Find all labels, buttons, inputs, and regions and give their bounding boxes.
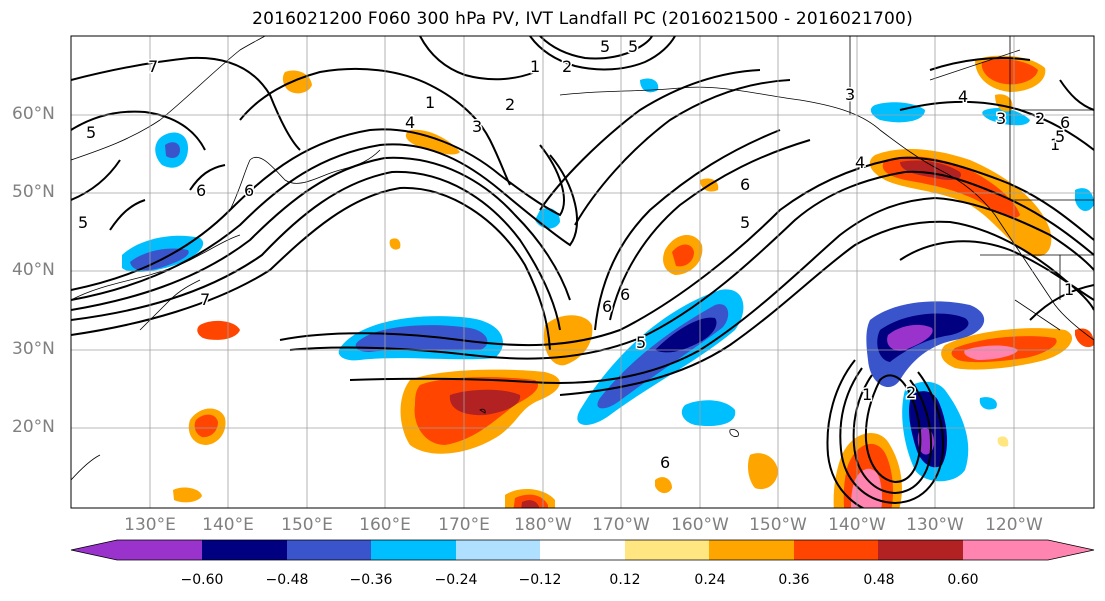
pv-contour-label: 5 — [600, 37, 610, 56]
colorbar-cell — [625, 540, 709, 560]
pv-contour-label: 4 — [855, 153, 865, 172]
pv-contour-label: 7 — [148, 57, 158, 76]
lat-label-60n: 60°N — [12, 104, 55, 124]
colorbar-cell — [963, 540, 1048, 560]
pv-contour-label: 5 — [636, 333, 646, 352]
pv-contour-label: 6 — [660, 453, 670, 472]
pv-contour-label: 6 — [620, 285, 630, 304]
pv-contours — [71, 36, 1094, 508]
lon-label-170e: 170°E — [438, 515, 490, 535]
pv-contour-label: 3 — [996, 109, 1006, 128]
pv-contour-label: 2 — [505, 95, 515, 114]
lon-label-170w: 170°W — [592, 515, 650, 535]
pv-contour-label: 6 — [244, 181, 254, 200]
pv-contour-label: 3 — [472, 117, 482, 136]
colorbar-label: −0.36 — [349, 572, 393, 588]
lon-label-150e: 150°E — [281, 515, 333, 535]
pv-contour-label: 5 — [1055, 127, 1065, 146]
pv-contour-label: 4 — [405, 113, 415, 132]
lon-label-160e: 160°E — [359, 515, 411, 535]
colorbar-cell — [456, 540, 540, 560]
colorbar-outline — [70, 539, 1095, 561]
colorbar-cell — [202, 540, 287, 560]
pv-contour-label: 5 — [740, 213, 750, 232]
colorbar-cell — [794, 540, 878, 560]
lon-label-140w: 140°W — [828, 515, 886, 535]
lon-label-150w: 150°W — [749, 515, 807, 535]
colorbar-extend-high — [1048, 540, 1094, 560]
colorbar-cell — [878, 540, 963, 560]
pv-contour-label: 2 — [906, 383, 916, 402]
colorbar-cell — [117, 540, 202, 560]
graticule — [71, 36, 1094, 508]
lat-label-30n: 30°N — [12, 339, 55, 359]
colorbar-cell — [371, 540, 456, 560]
colorbar-label: 0.24 — [694, 572, 726, 588]
lon-label-130e: 130°E — [124, 515, 176, 535]
pv-contour-label: 1 — [425, 93, 435, 112]
figure-title: 2016021200 F060 300 hPa PV, IVT Landfall… — [252, 9, 913, 29]
lon-label-160w: 160°W — [671, 515, 729, 535]
pv-contour-label: 2 — [1035, 109, 1045, 128]
pv-contour-label: 5 — [86, 123, 96, 142]
colorbar-label: 0.36 — [778, 572, 810, 588]
pv-contour-label: 6 — [1060, 113, 1070, 132]
colorbar-label: −0.24 — [434, 572, 478, 588]
pc-shading — [122, 55, 1094, 508]
pv-contour-label: 7 — [200, 290, 210, 309]
colorbar-cells — [71, 540, 1094, 560]
lon-label-180w: 180°W — [514, 515, 572, 535]
pv-contour-label: 1 — [530, 57, 540, 76]
pv-contour-label: 1 — [862, 385, 872, 404]
pv-contour-label: 6 — [196, 181, 206, 200]
lon-label-120w: 120°W — [985, 515, 1043, 535]
pv-contour-label: 3 — [845, 85, 855, 104]
map-frame — [70, 35, 1095, 509]
pv-contour-label: 2 — [562, 57, 572, 76]
lat-label-20n: 20°N — [12, 417, 55, 437]
colorbar-label: 0.12 — [609, 572, 641, 588]
pv-contour-label: 1 — [1050, 135, 1060, 154]
colorbar-label: 0.48 — [863, 572, 895, 588]
pv-contour-label: 6 — [740, 175, 750, 194]
lon-label-130w: 130°W — [906, 515, 964, 535]
pv-contour-label: 5 — [78, 213, 88, 232]
colorbar-cell — [709, 540, 794, 560]
pv-contour-label: 4 — [958, 87, 968, 106]
colorbar-label: −0.12 — [518, 572, 562, 588]
colorbar-label: −0.60 — [180, 572, 224, 588]
pv-contour-label: 5 — [628, 37, 638, 56]
colorbar-cell — [540, 540, 625, 560]
colorbar-cell — [287, 540, 371, 560]
colorbar-label: −0.48 — [265, 572, 309, 588]
colorbar-extend-low — [71, 540, 117, 560]
lat-label-50n: 50°N — [12, 182, 55, 202]
lat-label-40n: 40°N — [12, 260, 55, 280]
pv-contour-label: 6 — [602, 297, 612, 316]
lon-label-140e: 140°E — [202, 515, 254, 535]
colorbar-label: 0.60 — [947, 572, 979, 588]
pv-contour-label: 1 — [1064, 280, 1074, 299]
